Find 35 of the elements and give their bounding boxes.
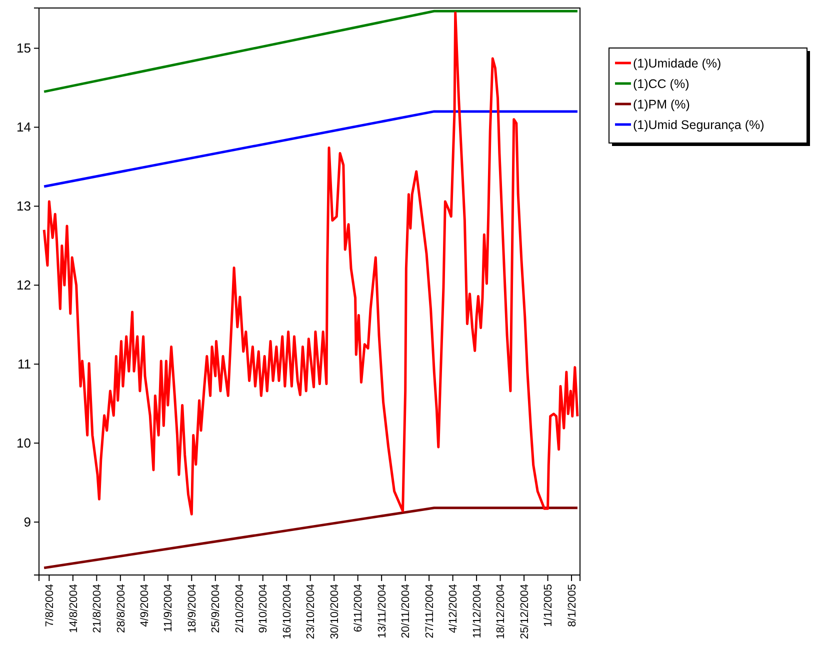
x-tick-label: 8/1/2005 [566, 584, 578, 627]
legend-label: (1)PM (%) [633, 97, 690, 112]
legend-label: (1)Umid Segurança (%) [633, 118, 764, 132]
y-tick-label: 13 [16, 198, 31, 214]
x-tick-label: 14/8/2004 [68, 584, 80, 633]
y-tick-label: 10 [16, 435, 31, 450]
x-tick-label: 13/11/2004 [376, 584, 388, 638]
x-tick-label: 27/11/2004 [424, 584, 436, 638]
y-tick-label: 15 [16, 40, 31, 56]
x-tick-label: 4/12/2004 [448, 584, 460, 633]
x-tick-label: 11/12/2004 [471, 584, 484, 638]
x-tick-label: 2/10/2004 [234, 584, 246, 633]
x-tick-label: 25/12/2004 [518, 584, 531, 640]
x-tick-label: 7/8/2004 [44, 584, 56, 627]
x-tick-label: 20/11/2004 [400, 584, 412, 638]
x-tick-label: 11/9/2004 [162, 584, 175, 632]
x-tick-label: 4/9/2004 [138, 584, 151, 627]
x-tick-label: 30/10/2004 [328, 584, 341, 640]
x-tick-label: 25/9/2004 [210, 584, 222, 633]
x-tick-label: 6/11/2004 [352, 584, 365, 632]
x-tick-label: 18/12/2004 [495, 584, 508, 640]
x-tick-label: 9/10/2004 [258, 584, 270, 633]
legend-label: (1)CC (%) [633, 76, 690, 91]
y-tick-label: 14 [16, 119, 31, 134]
legend-label: (1)Umidade (%) [633, 56, 722, 70]
x-tick-label: 18/9/2004 [186, 584, 198, 633]
x-tick-label: 23/10/2004 [305, 584, 318, 640]
line-series [42, 11, 579, 516]
x-tick-label: 28/8/2004 [115, 584, 128, 633]
x-tick-label: 21/8/2004 [92, 584, 104, 633]
x-tick-label: 1/1/2005 [542, 584, 555, 627]
y-tick-label: 9 [24, 514, 31, 530]
y-tick-label: 12 [16, 277, 31, 292]
y-tick-label: 11 [18, 356, 31, 372]
x-tick-label: 16/10/2004 [281, 584, 294, 640]
